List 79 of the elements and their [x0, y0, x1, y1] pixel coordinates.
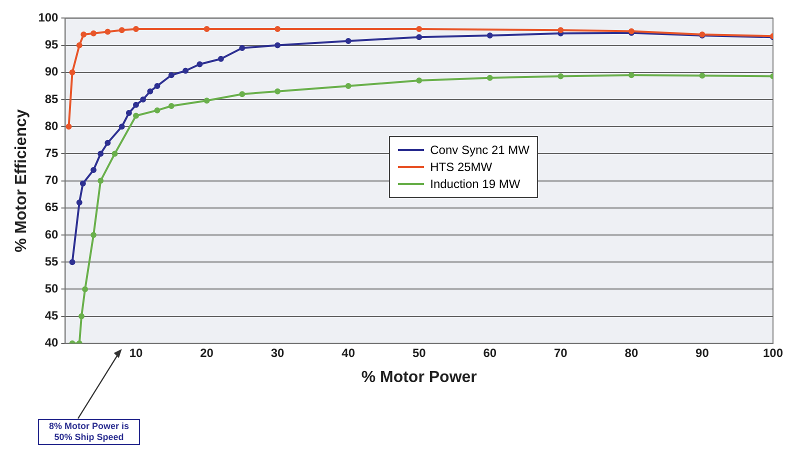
point: [345, 38, 352, 44]
point: [118, 27, 125, 34]
point: [699, 72, 706, 79]
point: [98, 150, 104, 157]
legend-label: HTS 25MW: [430, 160, 492, 174]
y-tick-label: 55: [44, 254, 59, 268]
y-tick-label: 65: [44, 200, 59, 214]
point: [416, 34, 422, 40]
point: [112, 150, 118, 157]
x-tick-label: 40: [342, 346, 356, 360]
point: [80, 180, 86, 187]
y-tick-label: 95: [44, 38, 59, 52]
point: [78, 313, 84, 320]
point: [98, 178, 104, 184]
point: [486, 74, 493, 81]
y-tick-label: 90: [44, 64, 59, 79]
point: [126, 110, 132, 116]
point: [182, 68, 189, 74]
point: [274, 42, 281, 48]
point: [104, 28, 111, 35]
point: [196, 61, 203, 68]
y-tick-label: 100: [38, 10, 59, 25]
point: [558, 73, 564, 80]
point: [204, 98, 210, 104]
point: [133, 112, 139, 119]
point: [90, 232, 97, 238]
x-tick-label: 10: [129, 346, 143, 360]
point: [76, 42, 82, 48]
x-tick-label: 70: [554, 346, 568, 360]
x-tick-label: 100: [762, 346, 784, 360]
x-axis-title: % Motor Power: [361, 368, 477, 386]
point: [140, 96, 146, 102]
point: [154, 82, 160, 89]
point: [204, 26, 210, 32]
point: [133, 102, 139, 108]
point: [80, 31, 87, 38]
point: [82, 286, 88, 292]
x-tick-label: 30: [270, 346, 285, 360]
point: [69, 259, 76, 266]
y-tick-label: 80: [44, 118, 59, 133]
point: [66, 124, 72, 130]
y-tick-label: 50: [44, 282, 59, 296]
y-axis-title: % Motor Efficiency: [13, 109, 30, 252]
point: [239, 45, 246, 52]
point: [168, 103, 174, 110]
y-tick-label: 40: [44, 336, 59, 350]
point: [486, 32, 493, 39]
point: [133, 26, 139, 32]
point: [416, 78, 422, 84]
point: [416, 26, 422, 32]
point: [69, 69, 76, 76]
y-tick-label: 85: [44, 92, 59, 106]
point: [558, 27, 564, 34]
y-tick-label: 70: [44, 173, 59, 188]
y-tick-label: 45: [44, 308, 59, 323]
point: [239, 91, 246, 98]
point: [168, 72, 174, 78]
point: [90, 166, 97, 173]
x-tick-label: 50: [412, 346, 426, 360]
x-tick-label: 90: [696, 346, 710, 360]
legend-label: Conv Sync 21 MW: [430, 142, 530, 157]
point: [628, 72, 634, 78]
point: [76, 199, 82, 206]
text: 8% Motor Power is 50% Ship Speed: [38, 419, 140, 445]
point: [147, 88, 154, 94]
point: [154, 107, 160, 114]
y-tick-label: 60: [44, 227, 59, 242]
x-tick-label: 20: [200, 346, 214, 360]
point: [104, 140, 111, 146]
legend-label: Induction 19 MW: [430, 176, 520, 191]
point: [274, 88, 281, 94]
y-tick-label: 75: [44, 146, 59, 160]
point: [345, 82, 352, 89]
x-tick-label: 80: [624, 346, 638, 360]
point: [90, 30, 97, 36]
point: [218, 56, 224, 62]
point: [274, 26, 281, 32]
point: [118, 124, 125, 130]
x-tick-label: 60: [483, 346, 497, 360]
